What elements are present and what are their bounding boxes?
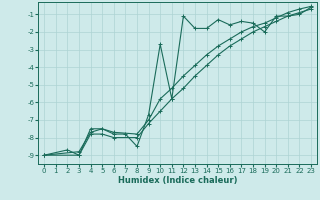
X-axis label: Humidex (Indice chaleur): Humidex (Indice chaleur) [118, 176, 237, 185]
